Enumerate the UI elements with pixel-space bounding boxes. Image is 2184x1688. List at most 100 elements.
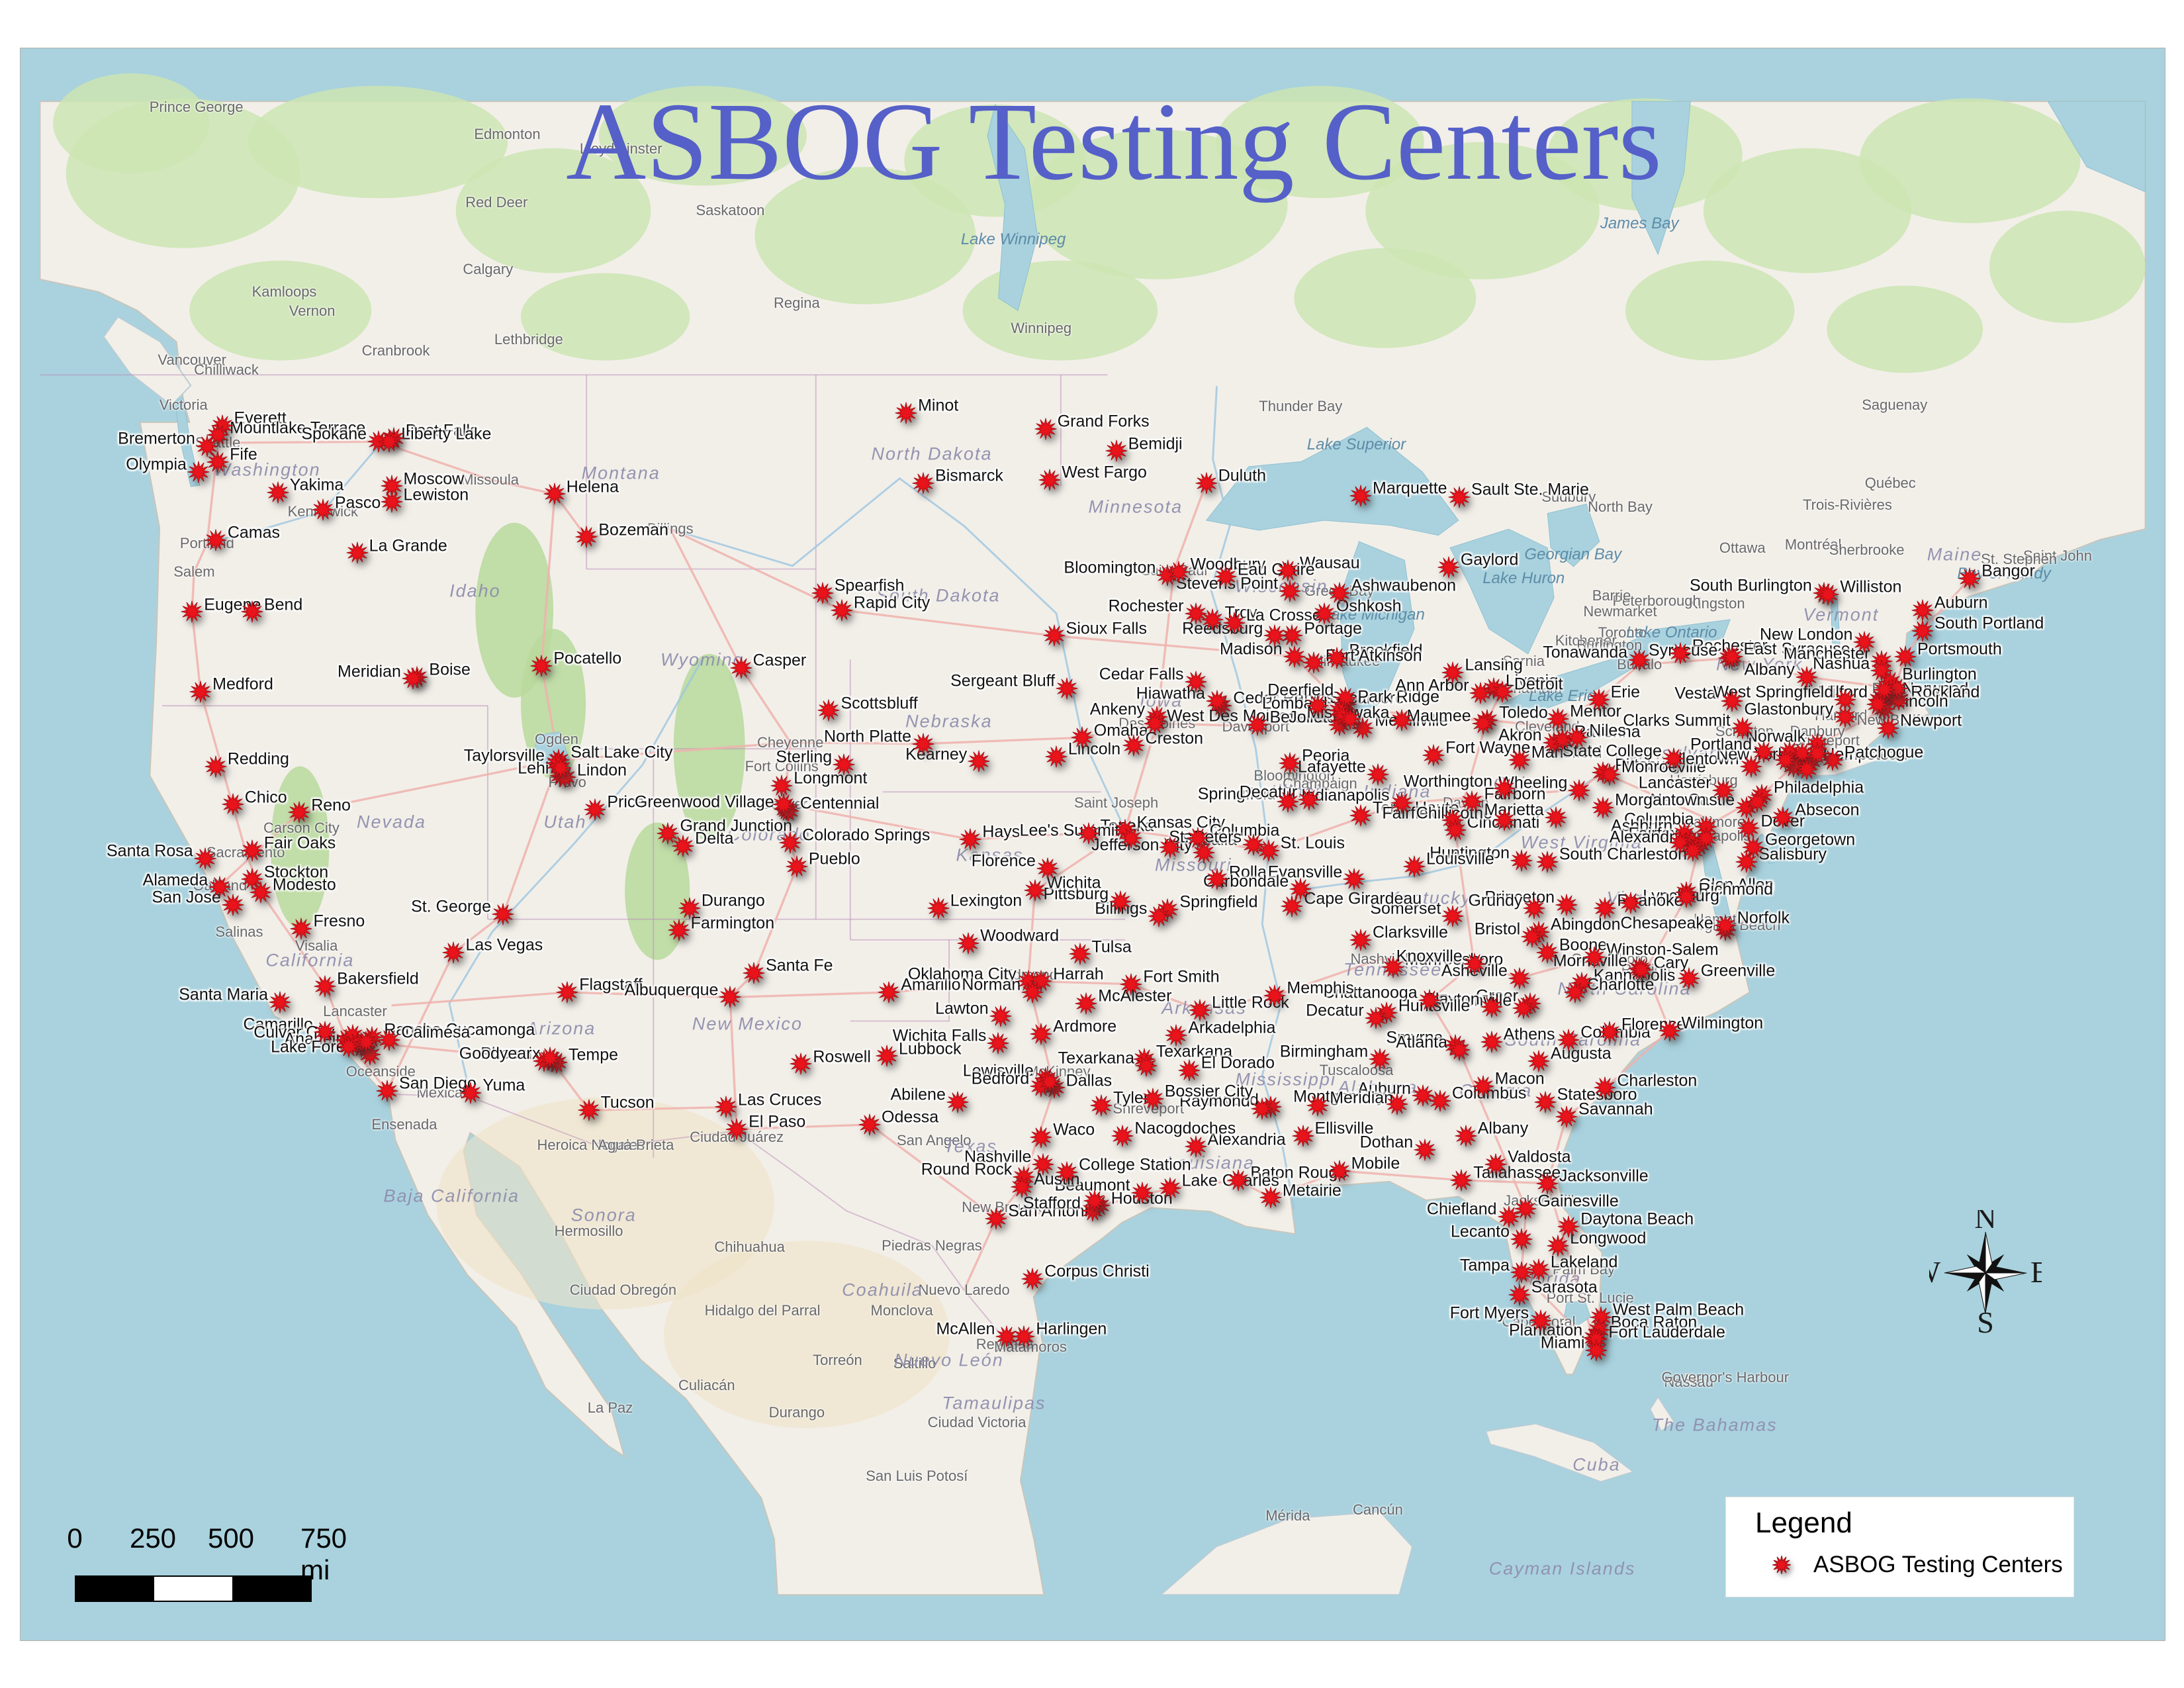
testing-center-marker — [1200, 607, 1225, 632]
testing-center-marker — [1872, 696, 1897, 722]
testing-center-label: Merrillville — [1375, 711, 1449, 730]
star-icon — [1403, 855, 1426, 878]
star-icon — [1390, 792, 1413, 814]
basemap-city-label: Sherbrooke — [1829, 541, 1905, 558]
testing-center-label: Daytona Beach — [1580, 1209, 1694, 1229]
testing-center-marker — [1076, 821, 1101, 846]
star-icon — [1510, 849, 1533, 872]
testing-center-marker — [1518, 991, 1543, 1016]
water-label: James Bay — [1600, 214, 1679, 232]
testing-center-label: East Syracuse — [1743, 639, 1850, 659]
basemap-city-label: Agua Prieta — [598, 1137, 674, 1154]
star-icon — [1351, 717, 1374, 739]
star-icon — [725, 1118, 748, 1141]
testing-center-label: Longwood — [1570, 1229, 1647, 1248]
state-label: Minnesota — [1088, 496, 1183, 517]
testing-center-marker — [1597, 762, 1622, 787]
testing-center-marker — [1443, 818, 1468, 843]
star-icon — [1263, 624, 1286, 647]
state-label: Sonora — [570, 1205, 637, 1225]
star-icon — [1695, 827, 1717, 849]
star-icon — [1735, 851, 1758, 873]
testing-center-label: Pittsburg — [1043, 884, 1109, 904]
basemap-city-label: Fort Collins — [745, 757, 819, 774]
testing-center-marker — [1275, 789, 1300, 814]
testing-center-marker — [1110, 1123, 1135, 1149]
testing-center-marker — [1496, 1204, 1522, 1229]
testing-center-marker — [1030, 1152, 1056, 1177]
forest-patch — [521, 273, 690, 361]
basemap-city-label: Montréal — [1784, 536, 1842, 553]
testing-center-marker — [1020, 980, 1045, 1005]
basemap-city-label: Champaign — [1283, 775, 1357, 792]
star-icon — [772, 793, 795, 816]
testing-center-marker — [400, 666, 426, 691]
testing-center-label: Grundy — [1468, 891, 1523, 910]
testing-center-label: West Fargo — [1062, 463, 1147, 482]
basemap-city-label: Sudbury — [1541, 489, 1596, 506]
testing-center-label: Helena — [566, 477, 619, 496]
star-icon — [1201, 608, 1224, 631]
star-icon — [1493, 777, 1516, 800]
admin-border — [389, 1093, 1035, 1350]
testing-center-marker — [1876, 716, 1901, 741]
testing-center-label: Kansas City — [1136, 813, 1225, 832]
testing-center-marker — [529, 653, 554, 679]
forest-patch — [673, 653, 745, 841]
star-icon — [1894, 645, 1917, 668]
star-icon — [1422, 744, 1445, 767]
testing-center-label: Sarasota — [1531, 1278, 1598, 1297]
testing-center-marker — [1348, 927, 1373, 953]
testing-center-label: Columbia — [1624, 810, 1694, 829]
legend-title: Legend — [1755, 1507, 1852, 1539]
scale-label-250: 250 — [129, 1523, 177, 1554]
testing-center-label: Duluth — [1218, 466, 1266, 485]
testing-center-label: Bossier City — [1164, 1082, 1253, 1101]
basemap-city-label: Vancouver — [158, 352, 226, 369]
state-label: Nebraska — [905, 711, 993, 731]
map-canvas[interactable]: Prince George Edmonton Lloydminster Red Dee… — [20, 48, 2165, 1641]
map-title: ASBOG Testing Centers — [566, 80, 1662, 203]
testing-center-marker — [966, 749, 991, 774]
testing-center-label: Santa Rosa — [106, 841, 193, 861]
testing-center-marker — [1592, 896, 1617, 921]
testing-center-marker — [1277, 751, 1302, 776]
star-icon — [1588, 688, 1610, 711]
star-icon — [1774, 749, 1797, 771]
star-icon — [1817, 583, 1839, 606]
testing-center-label: Portland — [1690, 735, 1752, 754]
testing-center-marker — [1719, 644, 1745, 669]
star-icon — [1555, 1105, 1578, 1128]
testing-center-marker — [188, 679, 213, 704]
state-label: Louisiana — [1166, 1152, 1255, 1172]
testing-center-marker — [945, 1090, 970, 1115]
admin-border — [850, 939, 950, 1022]
star-icon — [378, 1029, 400, 1051]
star-icon — [1349, 929, 1372, 951]
testing-center-label: Bloomington — [1064, 558, 1156, 577]
star-icon — [1036, 857, 1059, 880]
testing-center-marker — [1365, 762, 1390, 787]
testing-center-label: State College — [1562, 741, 1662, 761]
compass-e: E — [2030, 1255, 2042, 1289]
testing-center-label: Arkadelphia — [1188, 1018, 1276, 1037]
star-icon — [1806, 742, 1829, 765]
star-icon — [1277, 559, 1299, 582]
testing-center-marker — [1350, 716, 1375, 741]
testing-center-label: Savannah — [1578, 1100, 1653, 1119]
testing-center-label: Valdosta — [1508, 1147, 1571, 1166]
star-icon — [189, 680, 212, 703]
testing-center-marker — [1592, 1075, 1617, 1100]
state-label: Nuevo León — [894, 1350, 1004, 1370]
testing-center-marker — [1745, 789, 1770, 814]
basemap-city-label: Milwaukee — [1311, 652, 1381, 669]
star-icon — [1536, 941, 1559, 964]
testing-center-marker — [1627, 647, 1652, 673]
star-icon — [1412, 1084, 1434, 1107]
testing-center-label: Auburn — [1934, 593, 1988, 612]
testing-center-marker — [1142, 711, 1167, 736]
testing-center-label: Tempe — [569, 1045, 619, 1064]
star-icon — [1463, 953, 1486, 975]
star-icon — [376, 1080, 398, 1102]
testing-center-label: Lindon — [576, 761, 627, 780]
